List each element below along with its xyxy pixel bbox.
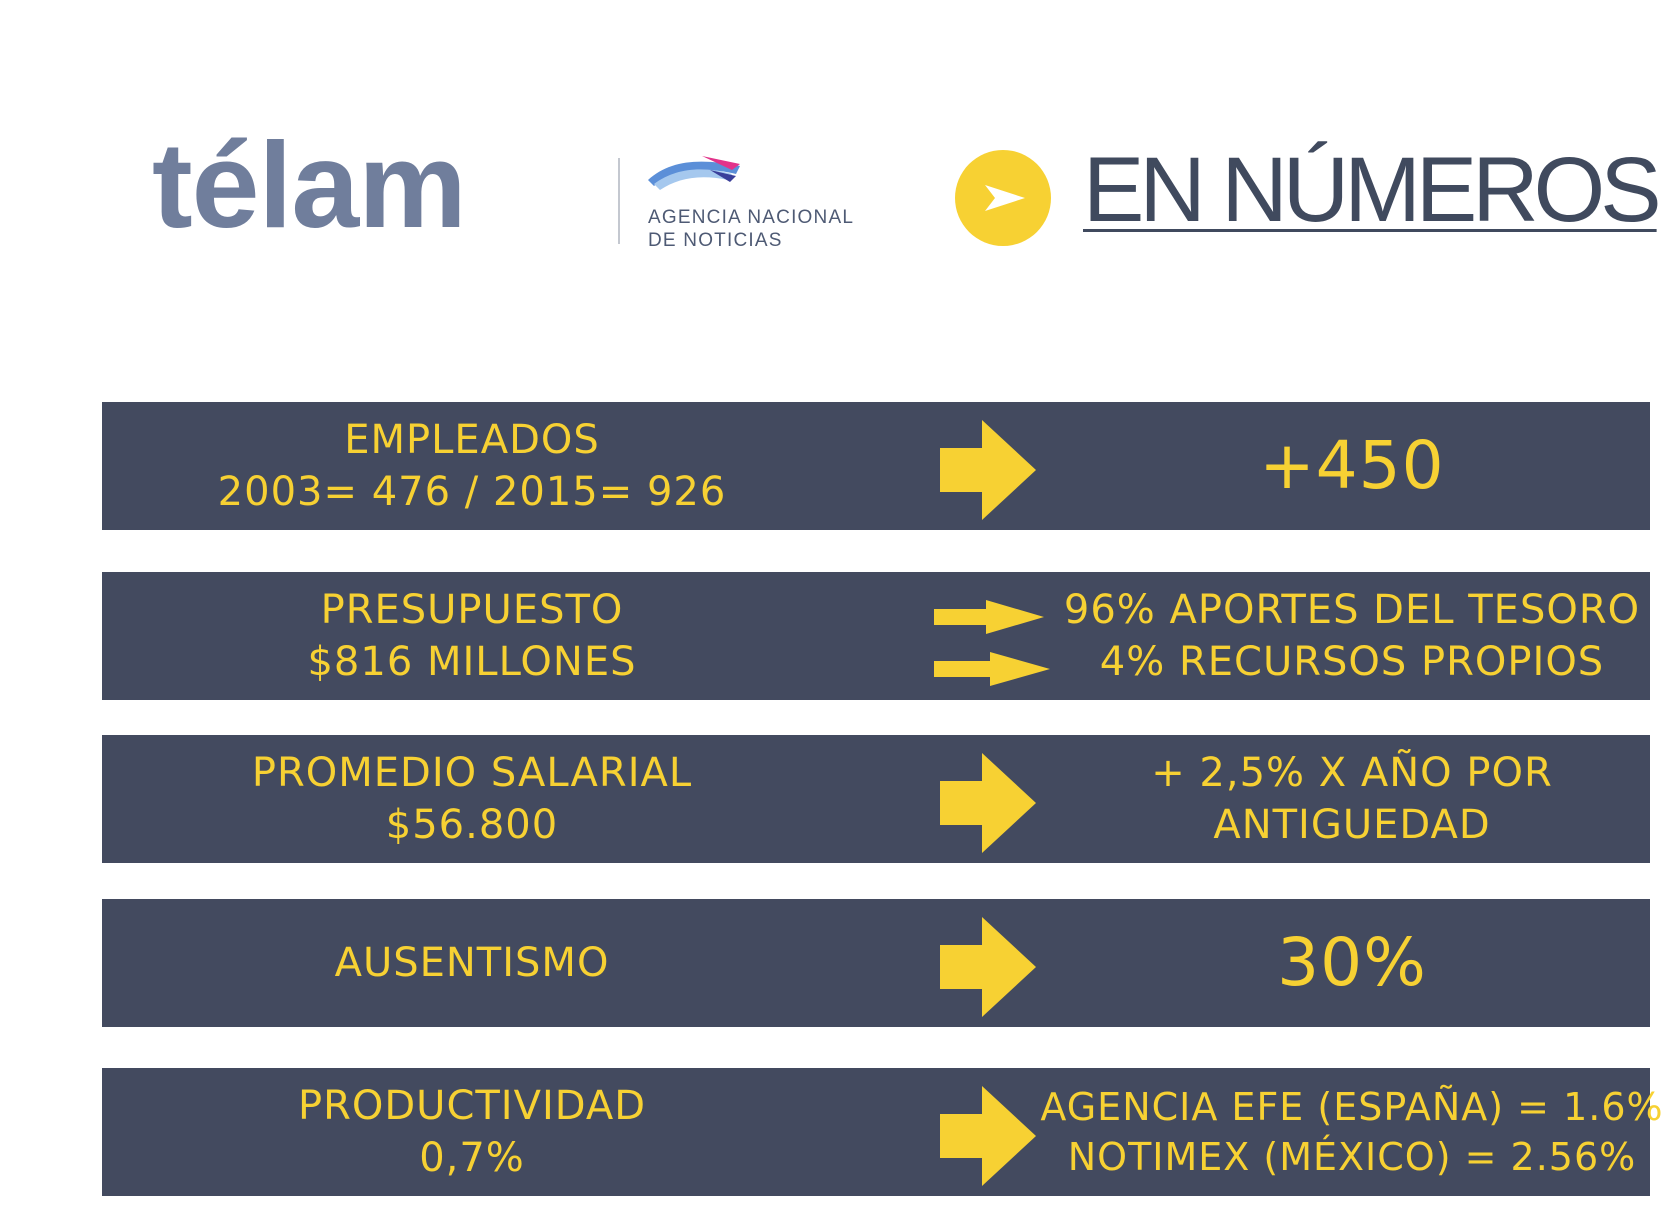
logo-tagline-line1: AGENCIA NACIONAL	[648, 207, 855, 228]
stat-row-empleados: EMPLEADOS 2003= 476 / 2015= 926 +450	[102, 402, 1650, 530]
stat-row-presupuesto: PRESUPUESTO $816 MILLONES 96% APORTES DE…	[102, 572, 1650, 700]
row-value: 96% APORTES DEL TESORO 4% RECURSOS PROPI…	[1062, 572, 1642, 700]
right-arrow-icon	[940, 753, 1036, 853]
stat-row-productividad: PRODUCTIVIDAD 0,7% AGENCIA EFE (ESPAÑA) …	[102, 1068, 1663, 1196]
row-label: AUSENTISMO	[102, 899, 842, 1027]
play-badge	[955, 150, 1051, 246]
row-value: 30%	[1062, 899, 1642, 1027]
row-value: AGENCIA EFE (ESPAÑA) = 1.6% NOTIMEX (MÉX…	[1040, 1068, 1662, 1196]
row-value-line1: 96% APORTES DEL TESORO	[1063, 587, 1641, 633]
page-title: EN NÚMEROS	[1083, 139, 1662, 241]
row-label-detail: 0,7%	[419, 1135, 525, 1181]
stat-row-promedio-salarial: PROMEDIO SALARIAL $56.800 + 2,5% X AÑO P…	[102, 735, 1650, 863]
logo-tagline: AGENCIA NACIONAL DE NOTICIAS	[648, 206, 854, 252]
row-value-line2: 4% RECURSOS PROPIOS	[1099, 639, 1605, 685]
row-label-title: PRODUCTIVIDAD	[297, 1083, 647, 1129]
row-value-number: +450	[1259, 427, 1445, 504]
row-label-title: AUSENTISMO	[334, 940, 610, 986]
row-label: PRODUCTIVIDAD 0,7%	[102, 1068, 842, 1196]
row-value-line2: ANTIGUEDAD	[1213, 802, 1491, 848]
row-label: PROMEDIO SALARIAL $56.800	[102, 735, 842, 863]
stat-row-ausentismo: AUSENTISMO 30%	[102, 899, 1650, 1027]
row-label: PRESUPUESTO $816 MILLONES	[102, 572, 842, 700]
row-label-title: PRESUPUESTO	[320, 587, 624, 633]
row-label-title: EMPLEADOS	[344, 417, 600, 463]
row-value: +450	[1062, 402, 1642, 530]
row-value-line1: + 2,5% X AÑO POR	[1151, 750, 1553, 796]
row-value-line1: AGENCIA EFE (ESPAÑA) = 1.6%	[1040, 1085, 1664, 1129]
row-label-detail: $816 MILLONES	[307, 639, 637, 685]
row-value-line2: NOTIMEX (MÉXICO) = 2.56%	[1067, 1135, 1637, 1179]
row-label-detail: 2003= 476 / 2015= 926	[217, 469, 727, 515]
right-arrow-icon	[940, 917, 1036, 1017]
row-value-number: 30%	[1277, 924, 1427, 1001]
row-label-detail: $56.800	[385, 802, 559, 848]
logo-tagline-line2: DE NOTICIAS	[648, 230, 783, 251]
row-label-title: PROMEDIO SALARIAL	[251, 750, 693, 796]
row-label: EMPLEADOS 2003= 476 / 2015= 926	[102, 402, 842, 530]
right-arrow-icon	[934, 600, 1044, 634]
right-arrow-icon	[934, 652, 1050, 686]
telam-logo-wordmark: télam	[152, 117, 467, 253]
play-arrow-icon	[985, 185, 1025, 211]
flag-swoosh-icon	[648, 156, 740, 190]
row-value: + 2,5% X AÑO POR ANTIGUEDAD	[1062, 735, 1642, 863]
right-arrow-icon	[940, 1086, 1036, 1186]
logo-divider	[618, 158, 620, 244]
right-arrow-icon	[940, 420, 1036, 520]
